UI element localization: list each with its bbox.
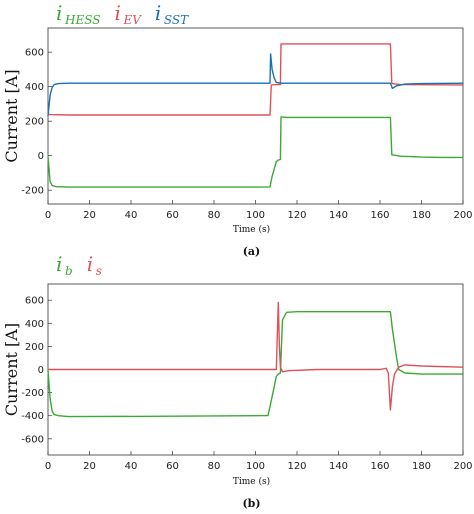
x-tick-label: 60 [166, 461, 179, 472]
x-tick-label: 160 [370, 210, 389, 221]
x-tick-label: 40 [125, 461, 138, 472]
y-tick-label: 0 [38, 151, 44, 162]
x-tick-label: 140 [329, 210, 348, 221]
x-tick-label: 100 [246, 210, 265, 221]
legend-entry-ev: i [114, 1, 120, 25]
x-tick-label: 60 [166, 210, 179, 221]
series-line-b [47, 311, 463, 418]
plot-frame-0 [47, 27, 464, 205]
y-tick-label: 400 [25, 82, 44, 93]
legend-entry-s: i [87, 252, 93, 276]
series-line-hess [47, 116, 463, 188]
legend-subscript: b [65, 264, 73, 278]
y-tick-label: -600 [21, 434, 44, 445]
legend-subscript: s [96, 264, 102, 278]
legend-subscript: EV [122, 13, 142, 27]
y-axis-label: Current [A] [2, 323, 21, 416]
y-tick-label: 400 [25, 319, 44, 330]
x-tick-label: 180 [412, 210, 431, 221]
series-line-ev [47, 43, 464, 116]
x-tick-label: 140 [329, 461, 348, 472]
y-tick-label: 200 [25, 342, 44, 353]
y-tick-label: 600 [25, 296, 44, 307]
x-tick-label: 40 [125, 210, 138, 221]
y-tick-label: -200 [21, 388, 44, 399]
x-tick-label: 200 [453, 210, 472, 221]
y-tick-label: 0 [38, 365, 44, 376]
y-tick-label: 200 [25, 117, 44, 128]
x-tick-label: 80 [208, 210, 221, 221]
legend-entry-sst: i [155, 1, 161, 25]
x-tick-label: 20 [83, 210, 96, 221]
x-tick-label: 120 [287, 461, 306, 472]
x-tick-label: 100 [246, 461, 265, 472]
panel-caption: (a) [243, 245, 261, 258]
x-tick-label: 160 [370, 461, 389, 472]
series-line-s [48, 301, 464, 411]
x-tick-label: 0 [45, 210, 51, 221]
x-axis-label: Time (s) [233, 476, 270, 487]
panel-caption: (b) [242, 497, 260, 510]
y-axis-label: Current [A] [2, 69, 21, 162]
y-tick-label: 600 [25, 48, 44, 59]
legend-entry-hess: i [56, 1, 62, 25]
x-tick-label: 180 [412, 461, 431, 472]
x-tick-label: 80 [208, 461, 221, 472]
x-tick-label: 20 [83, 461, 96, 472]
legend-entry-b: i [56, 252, 62, 276]
legend-subscript: SST [164, 13, 189, 27]
y-tick-label: -200 [21, 186, 44, 197]
series-line-sst [47, 53, 464, 117]
legend-subscript: HESS [64, 13, 100, 27]
x-tick-label: 120 [287, 210, 306, 221]
y-tick-label: -400 [21, 411, 44, 422]
x-axis-label: Time (s) [233, 224, 270, 235]
x-tick-label: 0 [45, 461, 51, 472]
x-tick-label: 200 [453, 461, 472, 472]
